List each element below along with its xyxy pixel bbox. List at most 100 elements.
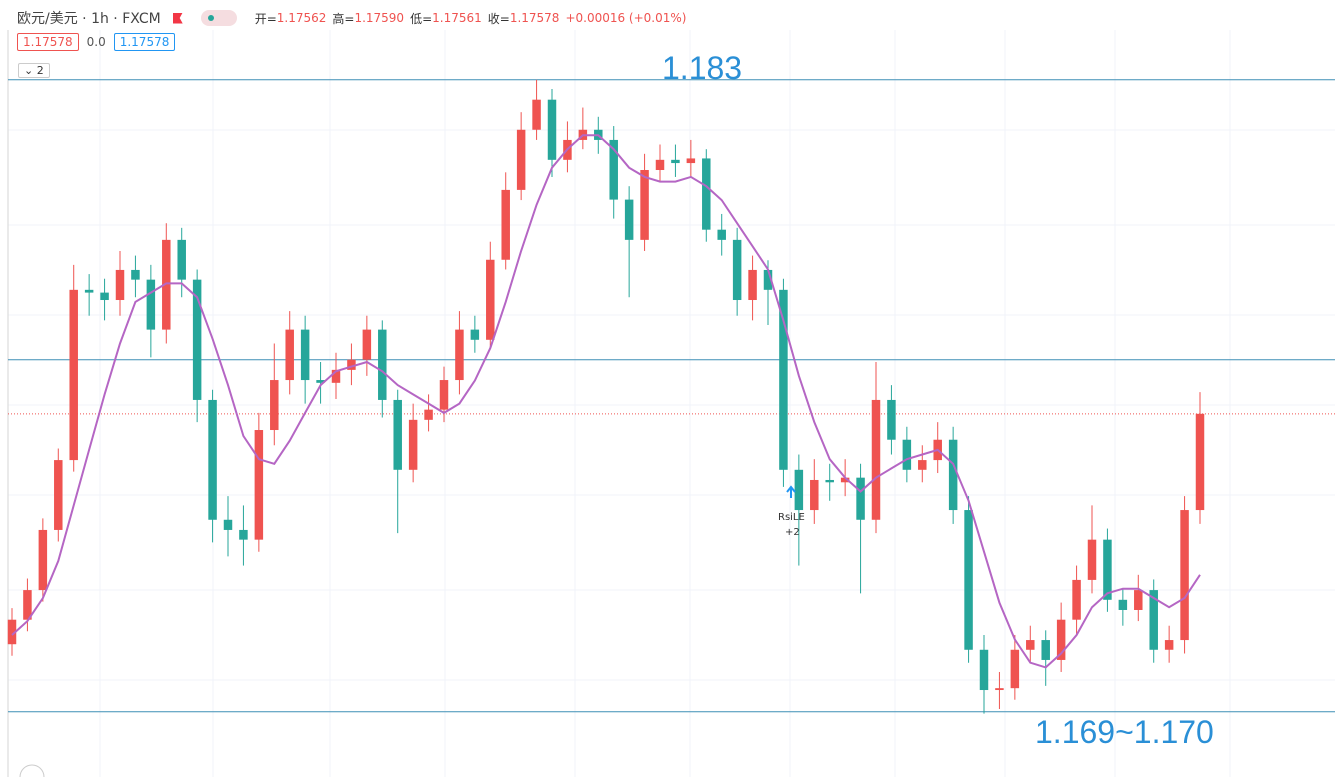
candle-body xyxy=(887,399,896,440)
ohlc-value: 1.17590 xyxy=(354,11,405,25)
candle-body xyxy=(131,269,140,280)
candle-body xyxy=(424,409,433,420)
ohlc-label: 低= xyxy=(410,11,433,26)
candle-body xyxy=(979,649,989,691)
candle-body xyxy=(902,439,912,470)
candle-body xyxy=(717,229,726,240)
candle-body xyxy=(1149,590,1158,650)
signal-arrow xyxy=(786,485,796,498)
ohlc-value: 1.17562 xyxy=(276,11,327,25)
candle-body xyxy=(192,279,202,400)
ohlc-label: 收= xyxy=(487,11,510,26)
status-pill[interactable] xyxy=(200,10,237,26)
indicator-count: 2 xyxy=(36,64,44,77)
candle-body xyxy=(871,399,881,520)
candle-body xyxy=(1010,649,1020,689)
candle-body xyxy=(779,289,788,470)
candle-body xyxy=(501,189,510,260)
candle-body xyxy=(84,289,94,293)
price-box: 0.0 xyxy=(86,35,106,49)
candle-body xyxy=(1056,619,1066,660)
candle-body xyxy=(1195,413,1205,511)
candle-body xyxy=(408,419,418,470)
candle-body xyxy=(609,139,618,200)
candle-body xyxy=(702,158,711,230)
candle-body xyxy=(655,159,665,171)
candle-body xyxy=(100,292,109,301)
candle-body xyxy=(54,460,63,530)
level-annotation: 1.183 xyxy=(662,50,743,86)
candle-body xyxy=(1118,599,1128,610)
candle-body xyxy=(840,477,850,483)
candle-body xyxy=(918,460,927,470)
indicator-values: 1.17578 0.0 1.17578 xyxy=(17,33,183,51)
indicator-toggle[interactable]: ⌄ 2 xyxy=(18,63,50,78)
candle-body xyxy=(7,619,17,645)
candle-body xyxy=(995,688,1004,691)
candle-body xyxy=(208,399,217,520)
symbol[interactable]: 欧元/美元 · 1h · FXCM xyxy=(17,11,161,27)
candle-body xyxy=(254,430,264,540)
candle-body xyxy=(69,289,78,461)
candle-body xyxy=(856,477,865,520)
candle-body xyxy=(1164,640,1174,650)
candle-body xyxy=(948,439,958,511)
legend-bar: 欧元/美元 · 1h · FXCM 开= 1.17562 高= 1.17590 低=… xyxy=(17,8,686,28)
candle-body xyxy=(331,369,341,383)
candle-body xyxy=(825,479,834,483)
candle-body xyxy=(671,159,680,164)
candle-body xyxy=(316,380,325,383)
flag-icon[interactable] xyxy=(172,12,183,24)
candle-body xyxy=(1180,510,1189,641)
candle-body xyxy=(347,359,356,370)
candle-body xyxy=(362,329,372,360)
ohlc-label: 开= xyxy=(254,11,277,26)
candle-body xyxy=(1087,539,1097,580)
candle-body xyxy=(1026,640,1035,650)
signal-label: RsiLE xyxy=(778,512,805,523)
candle-body xyxy=(640,170,649,240)
candle-body xyxy=(239,529,248,540)
candle-body xyxy=(378,329,387,400)
candle-body xyxy=(455,329,464,381)
ohlc-label: 高= xyxy=(332,11,355,26)
candle-body xyxy=(146,279,156,330)
candle-body xyxy=(300,329,310,381)
candle-body xyxy=(439,380,449,410)
candle-body xyxy=(162,239,171,330)
bottom-icon xyxy=(19,764,45,777)
candle-body xyxy=(1103,539,1112,600)
candle-body xyxy=(794,469,804,511)
candle-body xyxy=(1041,640,1050,660)
candle-body xyxy=(547,99,557,160)
candle-body xyxy=(763,269,773,290)
candle-body xyxy=(38,529,48,591)
ohlc-value: 1.17561 xyxy=(432,11,482,25)
candle-body xyxy=(115,269,125,301)
candle-body xyxy=(624,199,634,240)
candle-body xyxy=(486,259,495,340)
candle-body xyxy=(686,158,696,164)
candle-body xyxy=(532,99,541,130)
candle-body xyxy=(223,519,233,530)
candle-body xyxy=(1072,579,1081,620)
price-box: 1.17578 xyxy=(17,33,79,51)
signal-qty: +2 xyxy=(785,527,800,538)
ma-line xyxy=(11,134,1201,669)
candle-body xyxy=(748,269,757,301)
candle-body xyxy=(393,399,402,470)
candle-body xyxy=(1134,590,1143,610)
candle-body xyxy=(810,479,819,511)
change: +0.00016 (+0.01%) xyxy=(565,11,687,25)
price-box: 1.17578 xyxy=(113,33,176,51)
candle-body xyxy=(732,239,742,301)
candle-body xyxy=(23,590,32,620)
candle-body xyxy=(516,129,526,190)
candle-body xyxy=(470,329,480,340)
candle-body xyxy=(285,329,294,381)
candle-body xyxy=(270,380,279,431)
ohlc-value: 1.17578 xyxy=(509,11,560,25)
level-annotation: 1.169~1.170 xyxy=(1035,714,1214,750)
